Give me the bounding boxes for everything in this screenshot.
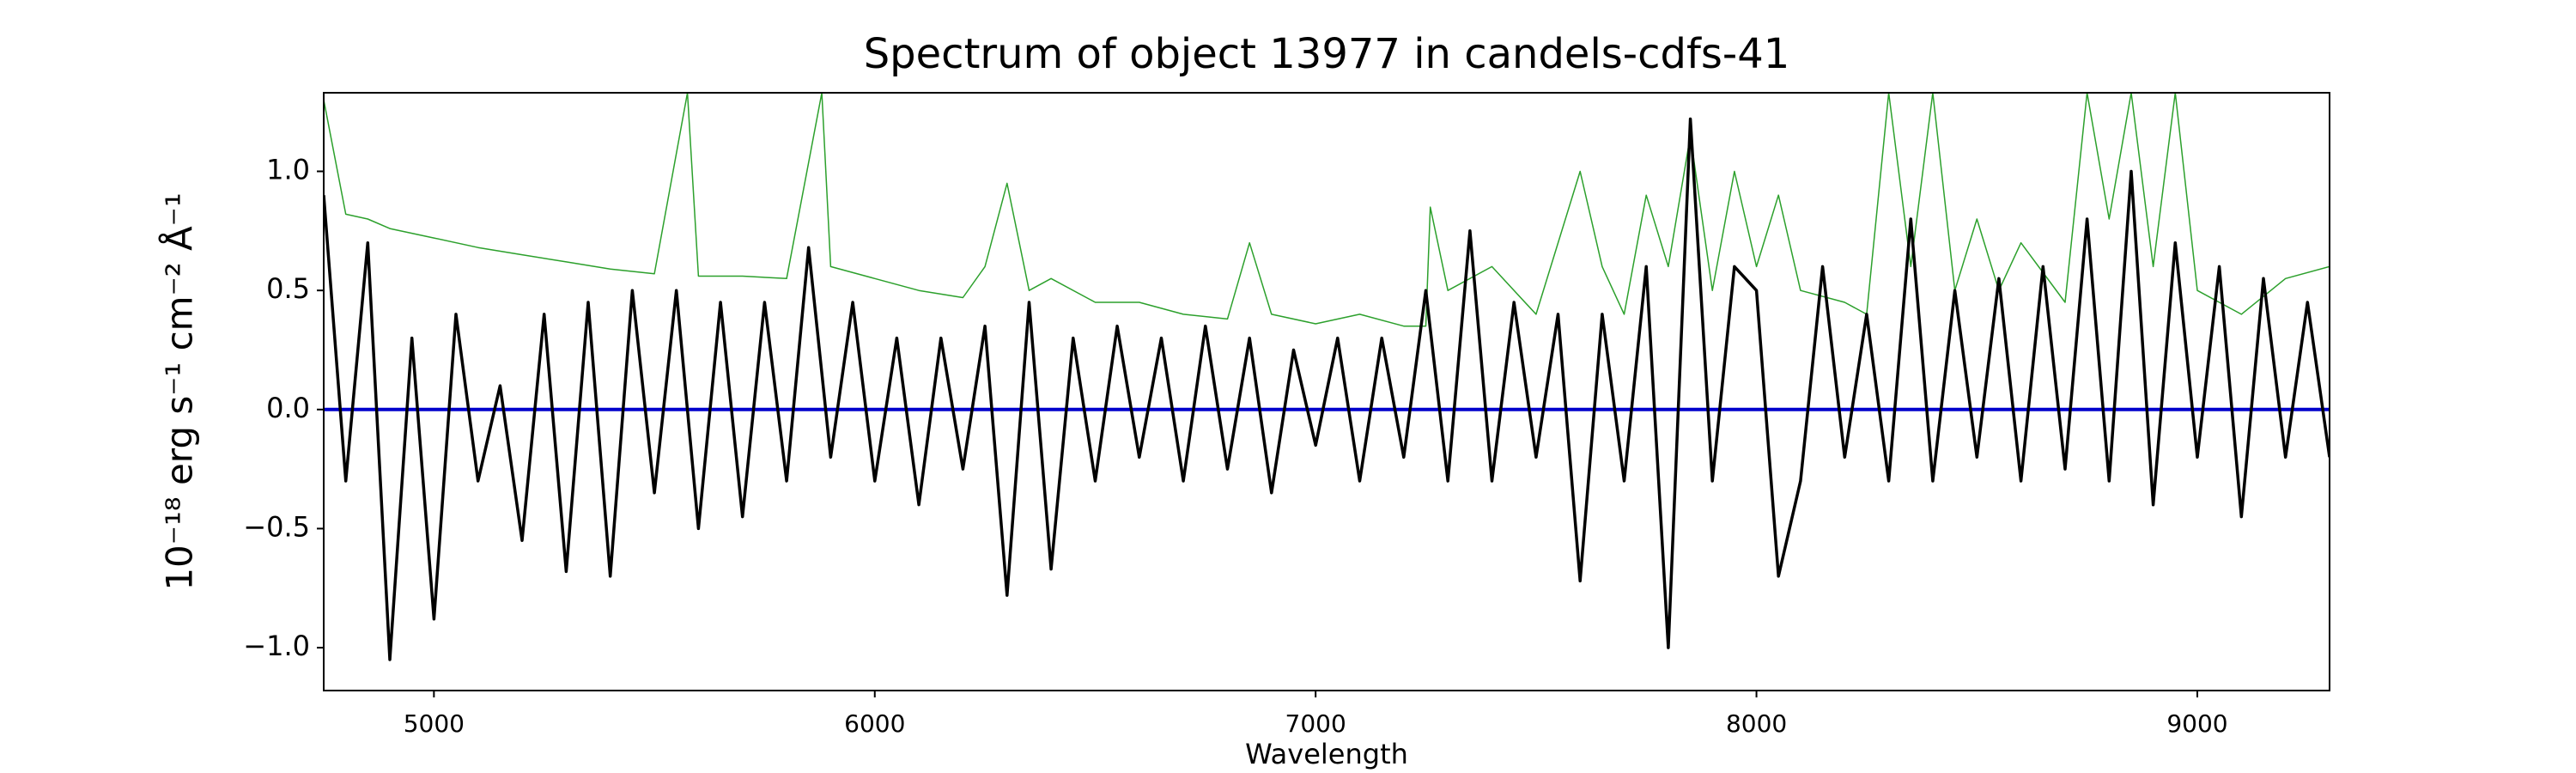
y-tick-label: 0.0 (266, 392, 310, 424)
x-tick-label: 5000 (404, 709, 465, 738)
x-tick-label: 7000 (1285, 709, 1346, 738)
x-axis-label: Wavelength (1245, 738, 1408, 770)
plot-frame (323, 92, 2330, 691)
x-tick-label: 6000 (844, 709, 905, 738)
y-tick-label: 0.5 (266, 272, 310, 305)
chart-title: Spectrum of object 13977 in candels-cdfs… (864, 30, 1790, 78)
y-tick-label: −1.0 (243, 630, 310, 662)
spectrum-line (324, 93, 2330, 327)
x-tick-label: 9000 (2166, 709, 2227, 738)
x-tick-label: 8000 (1726, 709, 1787, 738)
y-axis-label: 10⁻¹⁸ erg s⁻¹ cm⁻² Å⁻¹ (158, 192, 201, 590)
y-tick-label: −0.5 (243, 510, 310, 543)
y-tick-label: 1.0 (266, 154, 310, 186)
spectrum-line (324, 117, 2330, 661)
